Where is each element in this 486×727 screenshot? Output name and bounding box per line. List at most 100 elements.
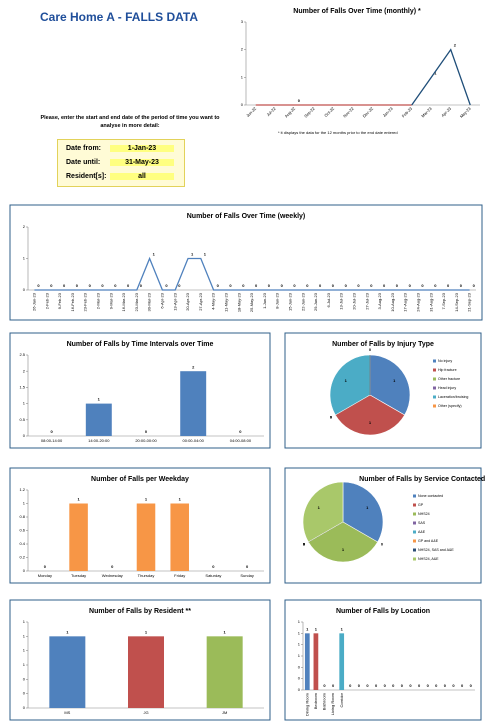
data-label: 0 [358,683,361,688]
legend-label: A&E [418,530,426,534]
x-tick-label: Jul-22 [265,105,277,117]
x-tick-label: 1-Jun-23 [262,292,267,309]
y-tick-label: 1 [298,653,301,658]
y-tick-label: 0.6 [19,528,25,533]
data-label: 0 [323,683,326,688]
data-label: 0 [330,415,333,420]
legend-swatch [433,404,436,408]
chart-frame [284,467,482,584]
data-label: 0 [369,347,372,352]
x-tick-label: MS [64,710,70,715]
data-label: 0 [392,683,395,688]
y-tick-label: 0 [241,102,244,107]
bar [136,503,156,571]
y-tick-label: 0 [23,676,26,681]
data-label: 0 [44,564,47,569]
legend-swatch [433,359,436,363]
data-label: 0 [239,429,242,434]
x-tick-label: Dec-22 [362,105,375,118]
page-title: Care Home A - FALLS DATA [40,10,199,24]
data-label: 0 [101,283,104,288]
chart-title: Number of Falls per Weekday [91,476,189,483]
bar [304,633,310,690]
x-tick-label: JG [143,710,148,715]
x-tick-label: 20-Jul-23 [351,292,356,309]
legend-label: SAS [418,521,426,525]
x-tick-label: 7-Sep-23 [441,292,446,309]
legend-swatch [413,494,416,498]
legend-label: Head injury [438,386,456,390]
chart-title: Number of Falls by Injury Type [332,341,434,348]
chart-frame [9,599,271,721]
data-label: 2 [192,364,195,369]
chart-title: Number of Falls by Service Contacted [359,476,485,483]
field-value[interactable]: 1-Jan-23 [110,145,174,152]
x-tick-label: 16-Feb-23 [70,292,75,311]
y-tick-label: 0 [23,433,26,438]
data-label: 0 [50,283,53,288]
data-label: 0 [140,283,143,288]
data-label: 0 [319,283,322,288]
series-line [411,48,471,106]
legend-swatch [413,521,416,525]
data-label: 0 [473,283,476,288]
y-tick-label: 0.5 [19,417,25,422]
data-label: 2 [454,43,457,48]
y-tick-label: 1 [23,401,26,406]
x-tick-label: 8-Jun-23 [275,292,280,309]
x-tick-label: 6-Jul-23 [326,292,331,307]
field-value[interactable]: all [110,173,174,180]
chart-title: Number of Falls by Time Intervals over T… [67,341,214,348]
y-tick-label: 0.4 [19,541,25,546]
data-label: 0 [401,683,404,688]
data-label: 0 [330,415,333,420]
data-label: 0 [370,283,373,288]
y-tick-label: 1 [298,619,301,624]
data-label: 0 [421,283,424,288]
data-label: 1 [153,252,156,257]
bar [128,636,164,708]
bar [69,503,88,571]
x-tick-label: 23-Mar-23 [134,292,139,311]
x-tick-label: 17-Aug-23 [403,292,408,311]
x-tick-label: Nov-22 [342,105,355,118]
legend-label: NHS24, A&E [418,557,439,561]
x-tick-label: Wednesday [102,573,123,578]
data-label: 0 [89,283,92,288]
data-label: 1 [318,505,321,510]
pie-slice [302,481,344,543]
x-tick-label: Living Room [330,692,335,715]
data-label: 0 [178,283,181,288]
y-tick-label: 1 [23,648,26,653]
x-tick-label: 14:00-20:00 [88,438,110,443]
form-instruction: Please, enter the start and end date of … [40,115,220,129]
bar [49,636,86,708]
x-tick-label: 2-Feb-23 [44,292,49,309]
x-tick-label: Bedroom [313,692,318,709]
x-tick-label: 25-May-23 [249,292,254,312]
chart-note: * it displays the data for the 12 months… [278,130,398,135]
legend-swatch [413,530,416,534]
y-tick-label: 1 [23,662,26,667]
bar [180,371,207,436]
data-label: 0 [418,683,421,688]
data-label: 0 [114,283,117,288]
data-label: 1 [145,497,148,502]
y-tick-label: 1 [23,633,26,638]
x-tick-label: 3-Aug-23 [377,292,382,309]
data-label: 0 [229,283,232,288]
x-tick-label: 26-Jan-23 [31,292,36,311]
chart-frame [9,332,271,449]
x-tick-label: 30-Mar-23 [147,292,152,311]
field-label: Date from: [66,145,102,152]
field-value[interactable]: 31-May-23 [110,159,174,166]
y-tick-label: 0 [298,676,301,681]
y-tick-label: 2 [241,47,244,52]
data-label: 0 [268,283,271,288]
x-tick-label: Feb-23 [401,105,414,118]
x-tick-label: Bathroom [322,692,327,710]
legend-label: Other (specify) [438,404,462,408]
data-label: 0 [50,429,53,434]
y-tick-label: 2.5 [19,352,25,357]
data-label: 0 [461,683,464,688]
